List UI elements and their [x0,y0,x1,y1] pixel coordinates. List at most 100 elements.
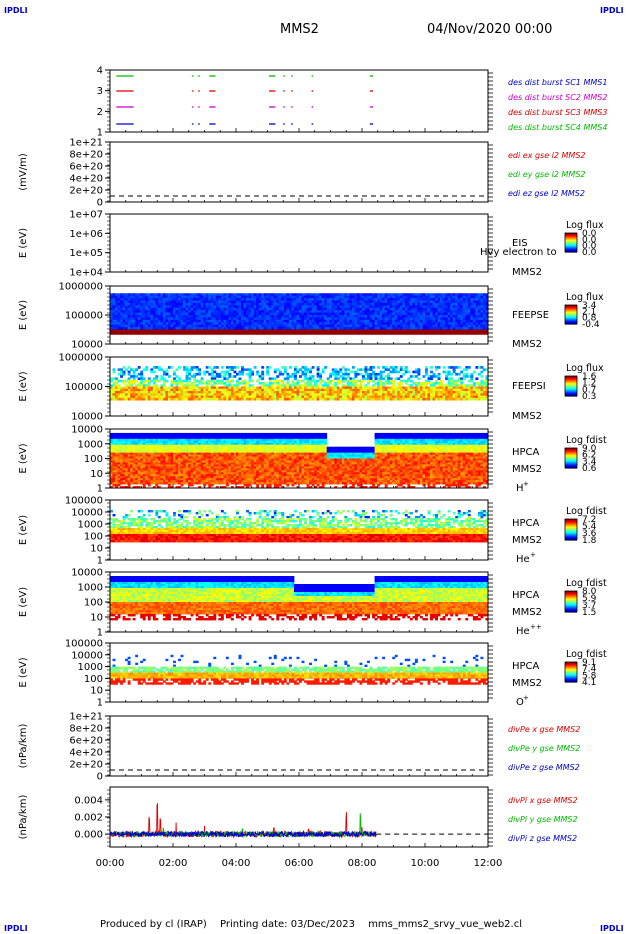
heatmap-cell [364,315,368,318]
heatmap-cell [346,331,350,335]
heatmap-cell [457,310,461,313]
heatmap-cell [296,329,300,333]
heatmap-cell [115,298,118,301]
heatmap-cell [273,386,277,390]
heatmap-cell [268,302,272,306]
heatmap-cell [293,307,297,311]
heatmap-cell [324,324,328,328]
heatmap-cell [334,317,338,321]
heatmap-cell [145,324,149,328]
heatmap-cell [173,377,176,381]
heatmap-cell [266,307,270,311]
heatmap-cell [130,436,134,440]
heatmap-cell [132,436,136,440]
heatmap-cell [299,379,302,383]
heatmap-cell [132,307,136,311]
heatmap-cell [392,366,396,369]
heatmap-cell [430,324,433,328]
heatmap-cell [331,393,335,396]
heatmap-cell [112,315,116,318]
heatmap-cell [432,307,436,311]
heatmap-cell [472,310,476,313]
heatmap-cell [173,327,176,330]
heatmap-cell [394,327,398,330]
heatmap-cell [130,300,134,304]
heatmap-cell [362,395,365,399]
heatmap-cell [425,300,428,304]
heatmap-cell [480,305,484,309]
heatmap-cell [283,295,287,299]
heatmap-cell [117,388,121,392]
heatmap-cell [238,310,242,313]
heatmap-cell [475,388,479,392]
heatmap-cell [178,386,181,390]
colorbar-cell [565,241,577,243]
heatmap-cell [115,446,118,450]
heatmap-cell [185,397,189,401]
heatmap-cell [359,391,363,394]
heatmap-cell [195,312,199,316]
heatmap-cell [210,293,214,297]
heatmap-cell [112,464,116,467]
heatmap-cell [276,300,280,304]
heatmap-cell [125,395,129,399]
heatmap-cell [351,307,355,311]
heatmap-cell [180,310,184,313]
heatmap-cell [241,331,244,335]
heatmap-cell [261,395,265,399]
heatmap-cell [309,307,312,311]
heatmap-cell [140,312,144,316]
heatmap-cell [412,327,416,330]
heatmap-cell [165,397,169,401]
heatmap-cell [402,368,406,372]
heatmap-cell [309,375,312,378]
heatmap-cell [379,307,383,311]
heatmap-cell [132,434,136,438]
heatmap-cell [195,384,199,387]
heatmap-cell [215,312,219,316]
heatmap-cell [120,391,123,394]
heatmap-cell [268,331,272,335]
heatmap-cell [117,368,121,372]
heatmap-cell [409,312,413,316]
heatmap-cell [417,395,421,399]
heatmap-cell [351,393,355,396]
heatmap-cell [233,329,237,333]
heatmap-cell [241,366,244,369]
heatmap-cell [283,366,287,369]
heatmap-cell [435,317,438,321]
heatmap-cell [372,331,375,335]
heatmap-cell [427,375,431,378]
heatmap-cell [185,386,189,390]
heatmap-cell [130,444,134,448]
heatmap-cell [341,315,345,318]
heatmap-cell [261,388,265,392]
colorbar-cell [565,307,577,309]
heatmap-cell [112,395,116,399]
heatmap-cell [122,370,126,374]
heatmap-cell [309,319,312,323]
heatmap-cell [430,302,433,306]
heatmap-cell [412,302,416,306]
heatmap-cell [127,458,131,461]
heatmap-cell [331,319,335,323]
heatmap-cell [316,300,320,304]
heatmap-cell [132,460,136,463]
heatmap-cell [336,319,340,323]
heatmap-cell [137,300,141,304]
heatmap-cell [173,395,176,399]
heatmap-cell [122,486,126,489]
heatmap-cell [183,305,186,309]
heatmap-cell [198,293,202,297]
heatmap-cell [462,317,466,321]
heatmap-cell [409,384,413,387]
heatmap-cell [246,391,249,394]
heatmap-cell [311,388,315,392]
heatmap-cell [122,440,126,444]
heatmap-cell [150,315,154,318]
heatmap-cell [122,448,126,452]
heatmap-cell [130,476,134,479]
heatmap-cell [120,331,123,335]
heatmap-cell [382,298,386,301]
heatmap-cell [132,391,136,394]
